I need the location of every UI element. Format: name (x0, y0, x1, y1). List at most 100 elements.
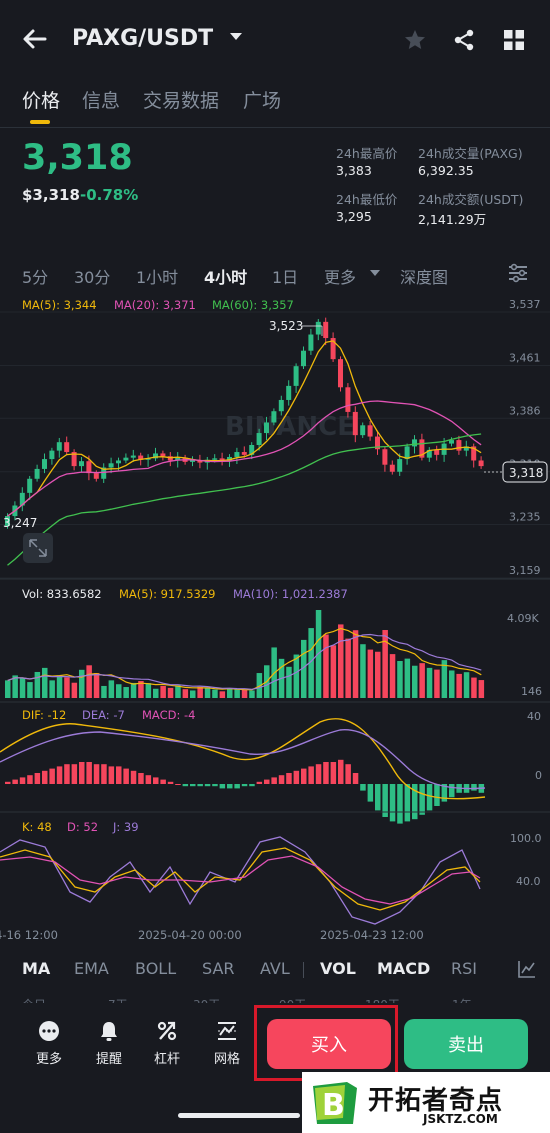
indicator-divider (303, 962, 304, 978)
more-icon (39, 1021, 59, 1041)
volume-bar (93, 673, 100, 698)
pair-dropdown-icon[interactable] (230, 33, 242, 40)
macd-bar (382, 784, 388, 817)
stat-volume-value: 6,392.35 (418, 163, 474, 178)
macd-bar (301, 768, 307, 784)
interval-more[interactable]: 更多 (324, 268, 357, 287)
candle (42, 459, 47, 469)
volume-bar (212, 689, 218, 698)
macd-bar (338, 759, 344, 784)
depth-chart-tab[interactable]: 深度图 (400, 268, 449, 287)
volume-bar (293, 654, 300, 698)
volume-bar (478, 680, 485, 698)
candle (375, 436, 380, 450)
tab-trading-data[interactable]: 交易数据 (143, 90, 220, 112)
indicator-ema[interactable]: EMA (74, 959, 109, 978)
candle (330, 338, 336, 360)
stat-amount-label: 24h成交额(USDT) (418, 192, 524, 207)
volume-bar (227, 688, 233, 698)
stat-high-value: 3,383 (336, 163, 372, 178)
volume-bar (86, 665, 92, 698)
kdj-d-label: D: 52 (67, 820, 98, 834)
usd-price: $3,318 (22, 186, 80, 204)
candle (419, 439, 425, 458)
candle (256, 433, 262, 445)
macd-ytick-zero: 0 (535, 769, 542, 782)
volume-bar (42, 667, 48, 698)
macd-bar (182, 784, 189, 787)
vol-label: Vol: 833.6582 (22, 587, 102, 601)
macd-bar (352, 773, 359, 784)
volume-bar (71, 682, 78, 698)
volume-bar (375, 651, 381, 698)
candle (219, 458, 225, 462)
kline-chart[interactable]: BINANCE MA(5): 3,344 MA(20): 3,371 MA(60… (0, 292, 550, 948)
grid-menu-icon[interactable] (503, 29, 525, 51)
candle (86, 461, 92, 474)
buy-button[interactable]: 买入 (267, 1019, 391, 1069)
candle (471, 446, 477, 461)
pair-title[interactable]: PAXG/USDT (72, 26, 214, 51)
back-arrow-icon[interactable] (20, 24, 50, 54)
volume-bar (449, 670, 455, 698)
indicator-vol[interactable]: VOL (320, 959, 356, 978)
macd-bar (130, 770, 137, 784)
interval-1h[interactable]: 1小时 (136, 268, 179, 287)
volume-bar (116, 684, 122, 698)
interval-30m[interactable]: 30分 (74, 268, 111, 287)
tool-alert[interactable]: 提醒 (87, 1020, 131, 1067)
candle (138, 455, 144, 460)
indicator-sar[interactable]: SAR (202, 959, 235, 978)
watermark-badge-icon: B (313, 1082, 357, 1124)
share-icon[interactable] (452, 28, 476, 52)
volume-bar (219, 691, 226, 698)
macd-bar (167, 781, 174, 784)
indicator-settings-icon[interactable] (517, 959, 537, 979)
volume-bar (175, 685, 181, 698)
expand-chart-button[interactable] (23, 533, 53, 563)
candle (79, 461, 84, 467)
candle (286, 385, 292, 400)
vol-ma5-label: MA(5): 917.5329 (119, 587, 215, 601)
tab-square[interactable]: 广场 (243, 90, 282, 112)
home-indicator[interactable] (178, 1113, 300, 1118)
interval-4h[interactable]: 4小时 (204, 268, 248, 287)
indicator-avl[interactable]: AVL (260, 959, 290, 978)
volume-bar (182, 689, 189, 698)
indicator-macd[interactable]: MACD (377, 959, 431, 978)
candle (123, 457, 129, 461)
macd-bar (86, 762, 92, 784)
candle (5, 516, 10, 526)
high-marker: 3,523 (269, 319, 303, 333)
tool-more[interactable]: 更多 (27, 1020, 71, 1067)
tab-info[interactable]: 信息 (82, 90, 121, 112)
candle (56, 442, 62, 451)
volume-bar (456, 673, 462, 698)
macd-bar (123, 768, 129, 784)
more-dropdown-icon[interactable] (370, 270, 380, 276)
y-tick-label: 3,386 (509, 404, 541, 417)
candle (389, 464, 395, 472)
candle (463, 446, 469, 451)
tab-price[interactable]: 价格 (22, 90, 61, 112)
indicator-boll[interactable]: BOLL (135, 959, 177, 978)
watermark-text: 开拓者奇点 (368, 1086, 504, 1116)
indicator-ma[interactable]: MA (22, 959, 51, 978)
macd-bar (404, 784, 411, 822)
tool-margin[interactable]: 杠杆 (145, 1020, 189, 1067)
candle (315, 321, 321, 335)
candle (367, 425, 373, 437)
star-icon[interactable] (403, 28, 427, 52)
candle (234, 452, 240, 457)
chart-settings-icon[interactable] (507, 263, 529, 283)
tool-grid-bot[interactable]: 网格 (205, 1020, 249, 1067)
candle (360, 425, 366, 436)
interval-5m[interactable]: 5分 (22, 268, 49, 287)
volume-bar (345, 638, 351, 698)
sell-button[interactable]: 卖出 (404, 1019, 528, 1069)
indicator-rsi[interactable]: RSI (451, 959, 477, 978)
macd-bar (160, 779, 166, 784)
interval-1d[interactable]: 1日 (272, 268, 299, 287)
ma5-label: MA(5): 3,344 (22, 298, 97, 312)
macd-ytick-top: 40 (527, 710, 541, 723)
